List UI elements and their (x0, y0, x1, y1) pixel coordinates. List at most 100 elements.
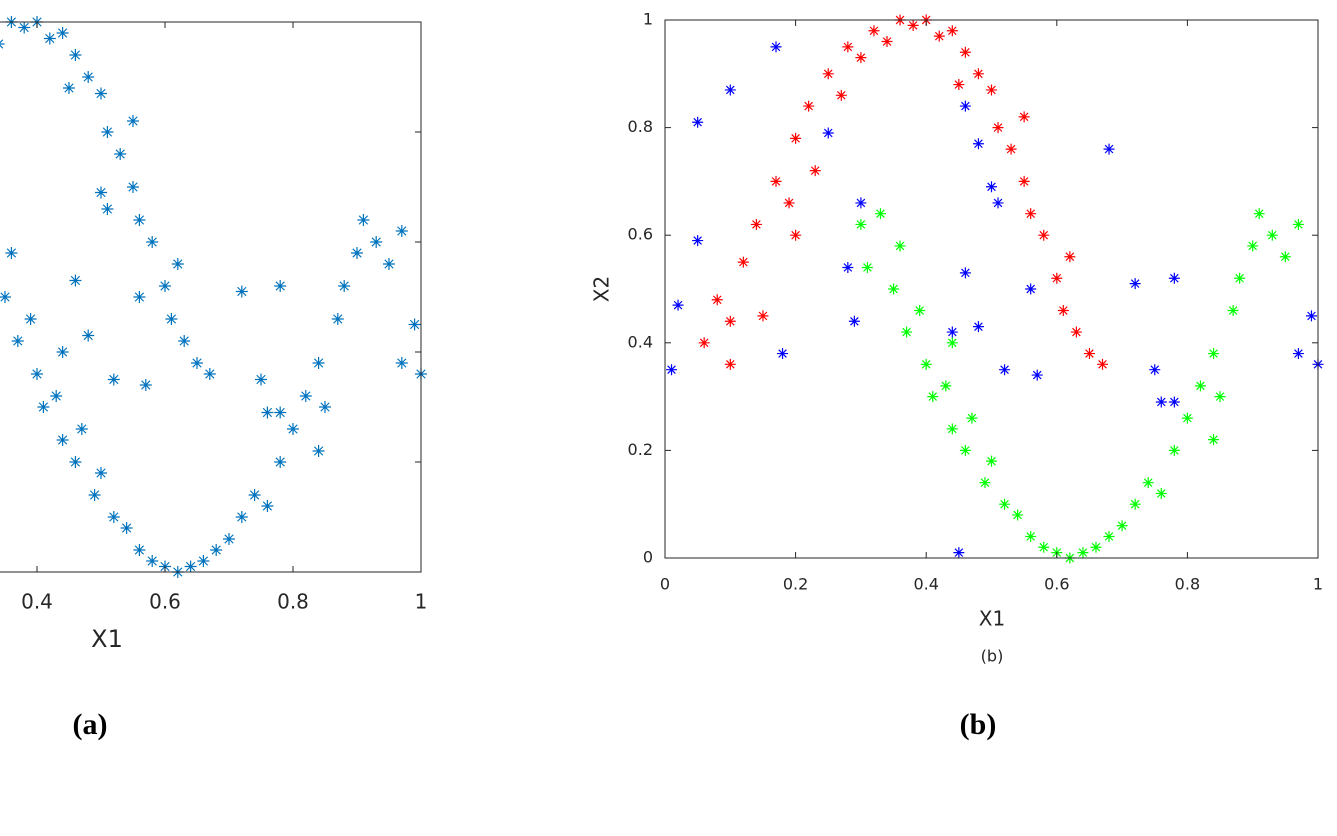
data-point (966, 412, 978, 424)
data-point (1129, 278, 1141, 290)
data-point (1083, 348, 1095, 360)
data-point (357, 214, 370, 226)
data-point (724, 358, 736, 370)
data-point (959, 444, 971, 456)
data-point (395, 225, 408, 237)
data-point (370, 236, 383, 248)
data-point (120, 522, 133, 534)
data-point (331, 313, 344, 325)
data-point (711, 294, 723, 306)
data-point (1279, 251, 1291, 263)
data-point (737, 256, 749, 268)
data-point (888, 283, 900, 295)
data-point (959, 267, 971, 279)
caption: (b) (960, 708, 997, 741)
data-point (750, 218, 762, 230)
data-point (1194, 380, 1206, 392)
data-point (972, 68, 984, 80)
data-point (666, 364, 678, 376)
data-point (999, 498, 1011, 510)
data-point (133, 214, 146, 226)
data-point (809, 165, 821, 177)
data-point (95, 186, 107, 199)
data-point (56, 27, 69, 39)
data-point (822, 68, 834, 80)
x-tick-label: 0.8 (1175, 575, 1200, 594)
data-point (95, 467, 107, 479)
data-point (235, 285, 248, 298)
data-point (235, 511, 248, 523)
data-point (1168, 272, 1180, 284)
y-tick-label: 0.4 (628, 332, 653, 351)
data-point (1155, 396, 1167, 408)
data-point (1038, 229, 1050, 241)
data-point (1168, 444, 1180, 456)
data-point (1208, 434, 1220, 446)
data-point (1018, 111, 1030, 123)
data-point (383, 258, 395, 270)
data-point (82, 71, 95, 83)
data-point (1103, 530, 1115, 542)
data-point (95, 87, 107, 100)
data-point (133, 544, 146, 556)
data-point (1064, 251, 1076, 263)
data-point (223, 533, 235, 545)
data-point (868, 25, 880, 37)
data-point (255, 373, 267, 386)
data-point (1018, 175, 1030, 187)
data-point (5, 247, 18, 259)
data-point (835, 89, 847, 101)
data-point (946, 337, 958, 349)
data-point (56, 434, 69, 446)
data-point (31, 368, 43, 380)
x-tick-label: 0.8 (277, 590, 309, 614)
data-point (959, 100, 971, 112)
data-point (848, 315, 860, 327)
data-point (672, 299, 684, 311)
data-point (1116, 520, 1128, 532)
data-point (790, 132, 802, 144)
data-point (1253, 208, 1265, 220)
data-point (1097, 358, 1109, 370)
data-point (842, 41, 854, 53)
y-tick-label: 0.2 (628, 440, 653, 459)
data-point (724, 84, 736, 96)
y-tick-label: 1 (643, 10, 653, 29)
x-axis-label: X1 (91, 625, 123, 653)
data-point (972, 138, 984, 150)
y-tick-label: 0.8 (628, 117, 653, 136)
data-point (37, 401, 50, 413)
data-point (901, 326, 913, 338)
data-point (724, 315, 736, 327)
data-point (159, 280, 171, 292)
data-point (861, 261, 873, 273)
data-point (1155, 487, 1167, 499)
data-point (692, 116, 704, 128)
data-point (920, 358, 932, 370)
data-point (88, 489, 101, 501)
data-point (1214, 391, 1226, 403)
data-point (18, 21, 31, 34)
data-point (757, 310, 769, 322)
data-point (953, 547, 965, 559)
data-point (803, 100, 815, 112)
data-point (790, 229, 802, 241)
data-point (165, 313, 178, 325)
y-tick-label: 0 (643, 548, 653, 567)
data-point (1103, 143, 1115, 155)
x-tick-label: 0.4 (21, 590, 53, 614)
x-tick-label: 0.2 (783, 575, 808, 594)
data-point (107, 511, 120, 523)
data-point (1168, 396, 1180, 408)
data-point (1038, 541, 1050, 553)
data-point (11, 335, 24, 347)
data-point (946, 25, 958, 37)
data-point (75, 423, 88, 435)
data-point (101, 126, 114, 138)
data-point (946, 423, 958, 435)
data-point (408, 318, 421, 331)
data-point (1012, 509, 1024, 521)
data-point (946, 326, 958, 338)
data-point (914, 305, 926, 317)
data-point (1025, 530, 1037, 542)
